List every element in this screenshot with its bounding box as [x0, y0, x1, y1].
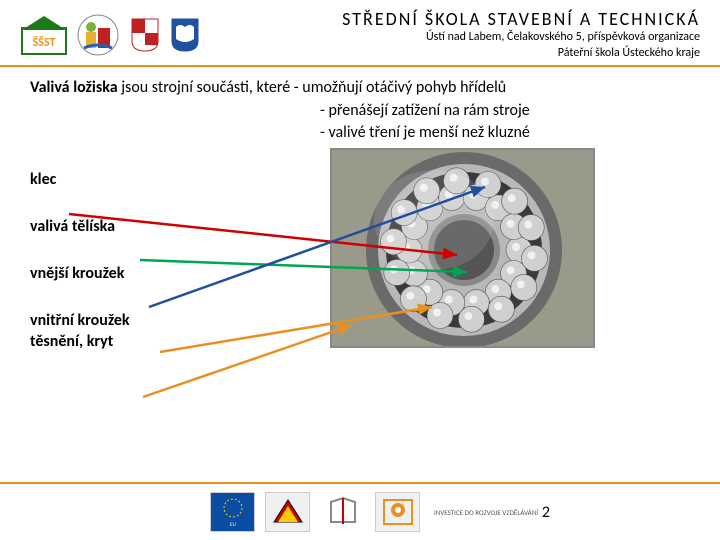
bearing-image — [330, 148, 595, 348]
svg-text:EU: EU — [230, 522, 236, 528]
school-name: STŘEDNÍ ŠKOLA STAVEBNÍ A TECHNICKÁ — [202, 8, 700, 30]
footer-logo-eu: EU — [210, 492, 255, 532]
header-logos: ŠŠST — [20, 14, 202, 56]
header-text: STŘEDNÍ ŠKOLA STAVEBNÍ A TECHNICKÁ Ústí … — [202, 8, 700, 61]
school-motto: Páteřní škola Ústeckého kraje — [202, 46, 700, 62]
header: ŠŠST STŘEDNÍ ŠKO — [0, 0, 720, 67]
bullet-2: - přenášejí zatížení na rám stroje — [30, 100, 690, 122]
intro-line: Valivá ložiska jsou strojní součásti, kt… — [30, 77, 690, 99]
logo-coat-2 — [168, 14, 202, 56]
logo-patern — [74, 14, 122, 56]
footer: EU INVESTICE DO ROZVOJE VZDĚLÁVÁNÍ 2 — [0, 482, 720, 540]
bullet-3: - valivé tření je menší než kluzné — [30, 122, 690, 144]
footer-invest: INVESTICE DO ROZVOJE VZDĚLÁVÁNÍ — [434, 508, 538, 517]
logo-coat-1 — [128, 14, 162, 56]
school-addr: Ústí nad Labem, Čelakovského 5, příspěvk… — [202, 30, 700, 46]
footer-logos: EU INVESTICE DO ROZVOJE VZDĚLÁVÁNÍ — [210, 492, 538, 532]
footer-logo-esf — [265, 492, 310, 532]
intro-bold: Valivá ložiska — [30, 78, 118, 97]
footer-logo-msmt — [320, 492, 365, 532]
intro-rest: jsou strojní součásti, které - umožňují … — [118, 78, 507, 97]
footer-logo-op — [375, 492, 420, 532]
page-number: 2 — [542, 503, 550, 522]
logo-ssst: ŠŠST — [20, 14, 68, 56]
svg-text:ŠŠST: ŠŠST — [33, 36, 56, 50]
